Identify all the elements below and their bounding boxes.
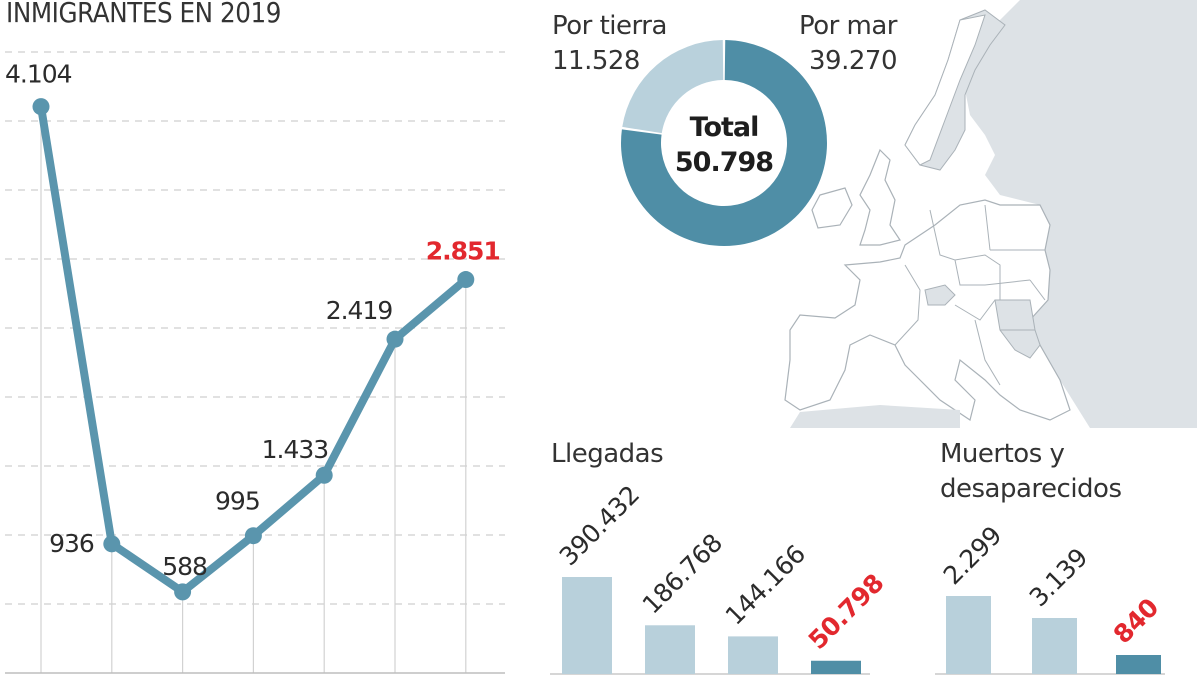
muertos-title-line-1: Muertos y [940,439,1065,469]
map-switzerland [924,284,956,306]
map-ireland [811,187,853,229]
map-turkey [1070,318,1197,420]
bar-data-label: 3.139 [1024,543,1093,612]
map-uk [859,148,901,246]
bar [562,577,612,674]
bar-data-label: 840 [1108,593,1164,649]
line-point [32,98,50,116]
line-point [174,583,192,601]
map-balkans [994,299,1041,359]
line-chart-title: INMIGRANTES EN 2019 [6,0,281,29]
muertos-title-line-2: desaparecidos [940,474,1122,504]
line-series [37,102,470,596]
line-data-label: 4.104 [5,60,72,89]
bar [645,625,695,674]
bar [728,636,778,674]
bar-data-label: 186.768 [637,528,728,619]
donut-chart: Por tierra 11.528 Por mar 39.270 Total 5… [552,11,898,247]
donut-label-mar-value: 39.270 [809,46,897,76]
bar [946,596,991,674]
donut-center-value: 50.798 [675,147,773,178]
line-points [32,98,475,601]
line-data-label: 2.419 [326,296,393,325]
line-data-label: 1.433 [262,435,329,464]
bar [811,660,861,674]
donut-label-tierra-name: Por tierra [552,11,667,41]
donut-slice-por-tierra [622,40,724,134]
bar-data-label: 144.166 [720,539,811,630]
line-point [457,271,475,289]
map-continent [784,199,1071,421]
bar-data-label: 50.798 [803,568,890,655]
map-borders [894,204,1046,386]
line-point [315,466,333,484]
llegadas-title: Llegadas [551,439,663,469]
line-chart-grid [5,51,505,605]
line-data-label: 2.851 [426,237,500,266]
bar-data-label: 2.299 [938,521,1007,590]
map-north-africa [790,405,960,428]
line-chart-vertical-grid [40,106,467,673]
donut-center-label: Total [690,112,759,143]
bar [1116,655,1161,674]
donut-label-mar-name: Por mar [799,11,898,41]
muertos-bar-chart: Muertos y desaparecidos 2.299 3.139 840 [935,439,1165,675]
donut-slice-por-mar [621,40,828,247]
bar-data-label: 390.432 [554,480,645,571]
line-data-label: 588 [162,552,207,581]
line-point [386,330,404,348]
line-data-label: 995 [215,487,260,516]
europe-map [784,0,1197,428]
line-point [103,535,121,553]
map-norway [904,14,986,166]
donut-label-tierra-value: 11.528 [552,46,640,76]
bar [1032,618,1077,674]
line-point [244,527,262,545]
line-data-label: 936 [49,529,94,558]
